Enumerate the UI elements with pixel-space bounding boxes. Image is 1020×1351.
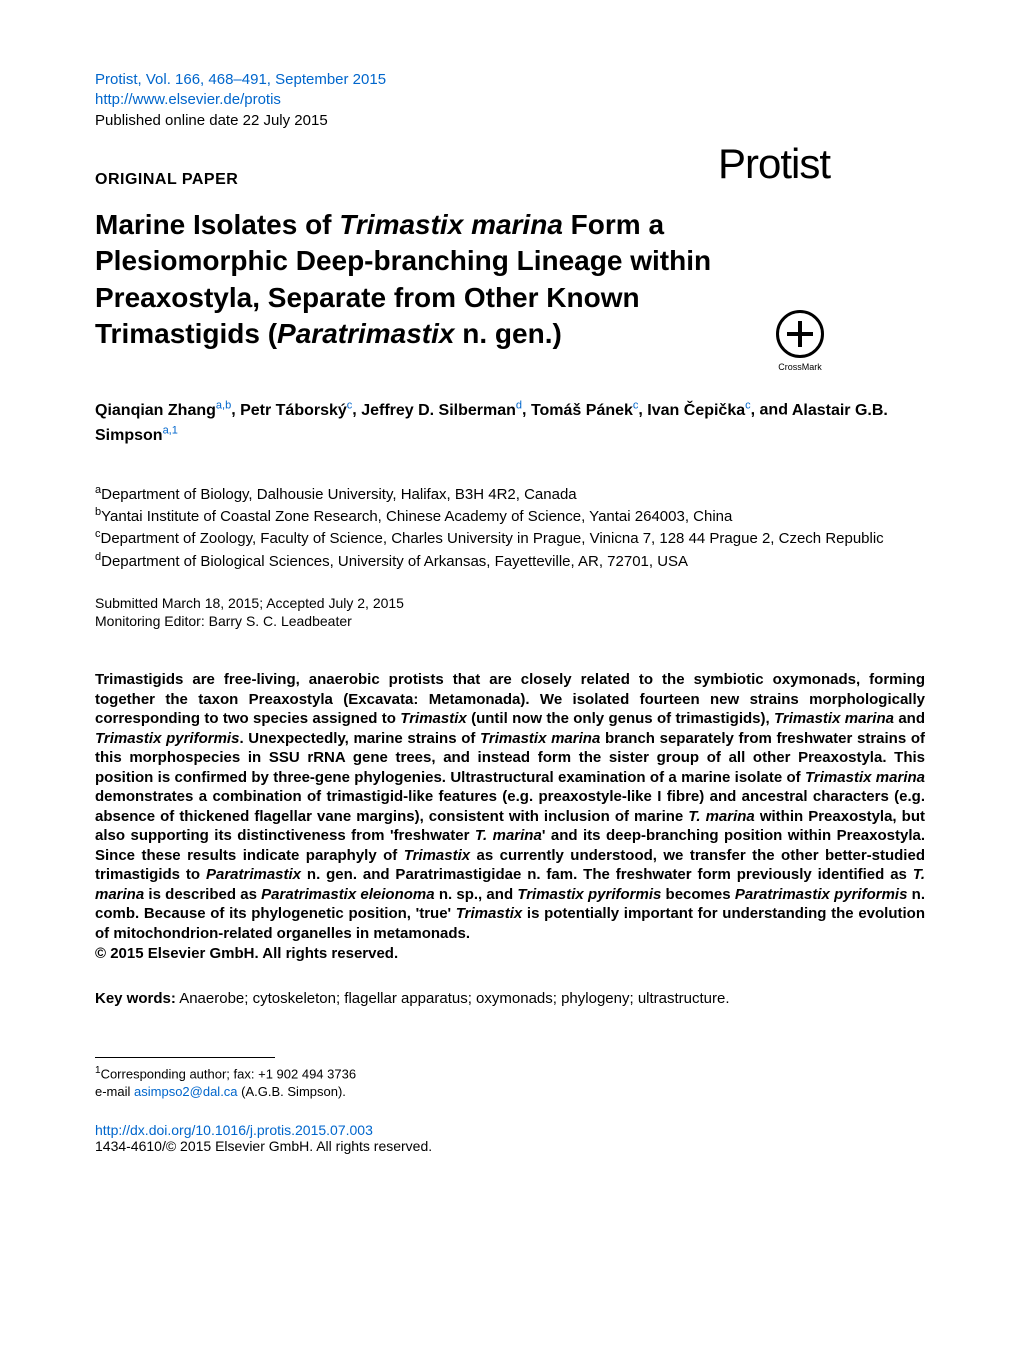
affiliation: dDepartment of Biological Sciences, Univ…	[95, 550, 925, 572]
journal-brand: Protist	[718, 140, 830, 188]
abstract-text: (until now the only genus of trimastigid…	[467, 710, 774, 727]
copyright: © 2015 Elsevier GmbH. All rights reserve…	[95, 945, 925, 962]
header-meta: Protist, Vol. 166, 468–491, September 20…	[95, 70, 925, 131]
journal-url-link[interactable]: http://www.elsevier.de/protis	[95, 91, 281, 108]
keywords-text: Anaerobe; cytoskeleton; flagellar appara…	[176, 990, 730, 1007]
abstract-italic: T. marina	[688, 808, 754, 825]
title-text-1: Marine Isolates of	[95, 209, 339, 240]
author-name: Tomáš Pánek	[531, 402, 633, 419]
abstract-italic: Trimastix	[400, 710, 466, 727]
crossmark-icon	[776, 310, 824, 358]
abstract-italic: Trimastix marina	[774, 710, 894, 727]
affiliation: cDepartment of Zoology, Faculty of Scien…	[95, 527, 925, 549]
abstract-italic: Paratrimastix	[206, 866, 301, 883]
journal-ref: Protist, Vol. 166, 468–491, September 20…	[95, 70, 925, 90]
abstract-italic: Paratrimastix pyriformis	[735, 886, 908, 903]
author-name: Ivan Čepička	[647, 402, 745, 419]
article-title: Marine Isolates of Trimastix marina Form…	[95, 207, 735, 353]
abstract-italic: Paratrimastix eleionoma	[261, 886, 434, 903]
crossmark-badge[interactable]: CrossMark	[770, 310, 830, 380]
abstract-text: is described as	[144, 886, 261, 903]
author-sep: ,	[352, 402, 361, 419]
author-name: Qianqian Zhang	[95, 402, 216, 419]
abstract: Trimastigids are free-living, anaerobic …	[95, 670, 925, 943]
abstract-italic: Trimastix marina	[805, 769, 925, 786]
abstract-text: n. gen. and Paratrimastigidae n. fam. Th…	[301, 866, 913, 883]
author-name: Petr Táborský	[240, 402, 347, 419]
affil-text: Department of Zoology, Faculty of Scienc…	[101, 530, 884, 547]
publication-date: Published online date 22 July 2015	[95, 111, 925, 131]
keywords-label: Key words:	[95, 990, 176, 1007]
footnote-rule	[95, 1057, 275, 1058]
abstract-text: . Unexpectedly, marine strains of	[239, 730, 480, 747]
author: Ivan Čepičkac	[647, 402, 750, 419]
abstract-italic: Trimastix	[404, 847, 470, 864]
submission-dates: Submitted March 18, 2015; Accepted July …	[95, 594, 925, 612]
affil-text: Yantai Institute of Coastal Zone Researc…	[101, 508, 732, 525]
corresponding-suffix: (A.G.B. Simpson).	[238, 1084, 346, 1099]
abstract-italic: T. marina	[475, 827, 542, 844]
corresponding-author: 1Corresponding author; fax: +1 902 494 3…	[95, 1064, 925, 1100]
crossmark-label: CrossMark	[778, 362, 822, 372]
doi-link[interactable]: http://dx.doi.org/10.1016/j.protis.2015.…	[95, 1122, 373, 1138]
affil-text: Department of Biology, Dalhousie Univers…	[101, 486, 577, 503]
author: Petr Táborskýc	[240, 402, 352, 419]
abstract-text: n. sp., and	[435, 886, 518, 903]
corresponding-email-link[interactable]: asimpso2@dal.ca	[134, 1084, 238, 1099]
abstract-text: and	[894, 710, 925, 727]
monitoring-editor: Monitoring Editor: Barry S. C. Leadbeate…	[95, 612, 925, 630]
author-sep: ,	[231, 402, 240, 419]
keywords: Key words: Anaerobe; cytoskeleton; flage…	[95, 990, 925, 1007]
abstract-text: becomes	[661, 886, 734, 903]
abstract-italic: Trimastix pyriformis	[517, 886, 661, 903]
affiliation: aDepartment of Biology, Dalhousie Univer…	[95, 483, 925, 505]
corresponding-line1: Corresponding author; fax: +1 902 494 37…	[101, 1067, 357, 1082]
author-sep: , and	[751, 402, 792, 419]
author-sep: ,	[522, 402, 531, 419]
author: Qianqian Zhanga,b	[95, 402, 231, 419]
title-text-3: n. gen.)	[454, 318, 561, 349]
affil-text: Department of Biological Sciences, Unive…	[101, 553, 688, 570]
affiliation-list: aDepartment of Biology, Dalhousie Univer…	[95, 483, 925, 572]
page: Protist, Vol. 166, 468–491, September 20…	[95, 70, 925, 1154]
author: Jeffrey D. Silbermand	[361, 402, 522, 419]
author-affil-sup: a,b	[216, 399, 231, 411]
author-name: Jeffrey D. Silberman	[361, 402, 516, 419]
abstract-italic: Trimastix pyriformis	[95, 730, 239, 747]
author-affil-sup: a,1	[163, 425, 178, 437]
abstract-italic: Trimastix marina	[480, 730, 600, 747]
title-italic-1: Trimastix marina	[339, 209, 563, 240]
corresponding-email-label: e-mail	[95, 1084, 134, 1099]
doi-rights: 1434-4610/© 2015 Elsevier GmbH. All righ…	[95, 1138, 925, 1154]
submission-info: Submitted March 18, 2015; Accepted July …	[95, 594, 925, 630]
title-italic-2: Paratrimastix	[277, 318, 454, 349]
author-sep: ,	[638, 402, 647, 419]
author: Tomáš Pánekc	[531, 402, 638, 419]
author-list: Qianqian Zhanga,b, Petr Táborskýc, Jeffr…	[95, 397, 925, 448]
doi-block: http://dx.doi.org/10.1016/j.protis.2015.…	[95, 1122, 925, 1138]
abstract-italic: Trimastix	[456, 905, 522, 922]
affiliation: bYantai Institute of Coastal Zone Resear…	[95, 505, 925, 527]
